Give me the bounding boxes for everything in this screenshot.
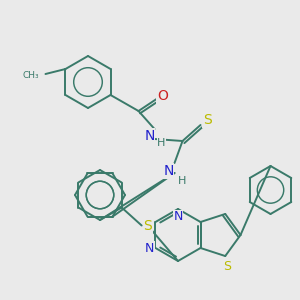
Text: N: N [144,129,155,143]
Text: H: H [178,176,187,186]
Text: N: N [163,164,174,178]
Text: S: S [203,113,212,127]
Text: CH₃: CH₃ [23,70,40,80]
Text: N: N [173,211,183,224]
Text: S: S [143,220,152,233]
Text: S: S [223,260,231,272]
Text: N: N [145,242,154,254]
Text: H: H [157,138,166,148]
Text: O: O [157,89,168,103]
